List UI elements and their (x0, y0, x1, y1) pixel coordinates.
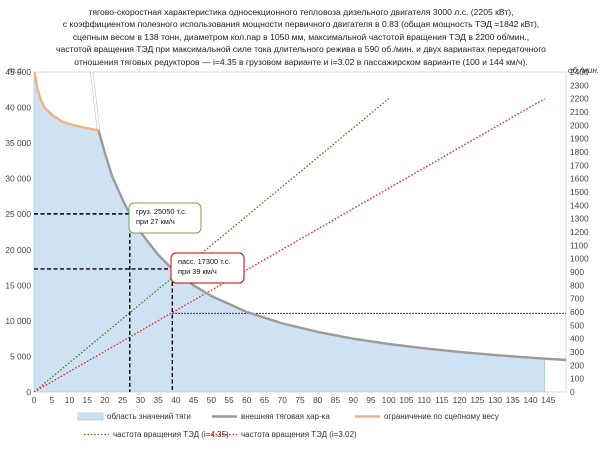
y-right-tick-label: 1100 (570, 240, 588, 250)
y-right-tick-label: 1800 (570, 147, 589, 157)
x-tick-label: 140 (524, 395, 538, 405)
annotation-label: при 39 км/ч (178, 267, 217, 276)
series-adhesion-limit (34, 72, 99, 132)
x-tick-label: 5 (49, 395, 54, 405)
x-tick-label: 130 (488, 395, 502, 405)
y-right-tick-label: 2100 (570, 107, 589, 117)
y-right-axis-label: об./мин. (568, 65, 599, 75)
title-line-5: отношения тяговых редукторов — i=4.35 в … (74, 56, 528, 67)
x-tick-label: 120 (453, 395, 467, 405)
x-tick-label: 50 (207, 395, 217, 405)
x-tick-label: 135 (506, 395, 520, 405)
y-left-tick-label: 20 000 (5, 245, 31, 255)
hyperbola-extension-line (90, 72, 98, 131)
legend-label: область значений тяги (107, 412, 191, 421)
series-rpm-i302 (34, 98, 546, 392)
x-tick-label: 35 (153, 395, 163, 405)
x-tick-label: 105 (399, 395, 413, 405)
series-area-thrust-region (34, 72, 546, 392)
x-tick-label: 30 (136, 395, 146, 405)
legend-label: внешняя тяговая хар-ка (241, 412, 330, 421)
x-tick-label: 100 (382, 395, 396, 405)
y-left-tick-label: 0 (26, 387, 31, 397)
y-left-tick-label: 5 000 (10, 351, 31, 361)
x-tick-label: 125 (470, 395, 484, 405)
x-tick-label: 45 (189, 395, 199, 405)
y-left-tick-label: 15 000 (5, 280, 31, 290)
y-right-tick-label: 300 (570, 347, 584, 357)
x-tick-label: 15 (83, 395, 93, 405)
annotation-label: пасс. 17300 т.с. (178, 257, 231, 266)
y-right-tick-label: 100 (570, 374, 584, 384)
y-right-tick-label: 900 (570, 267, 584, 277)
x-tick-label: 60 (242, 395, 252, 405)
title-line-1: тягово-скоростная характеристика односек… (88, 7, 514, 17)
hyperbola-extension-line (92, 72, 101, 131)
y-right-tick-label: 1400 (570, 200, 589, 210)
y-right-tick-label: 2200 (570, 94, 589, 104)
y-left-tick-label: 30 000 (5, 174, 31, 184)
y-right-tick-label: 200 (570, 360, 584, 370)
x-tick-label: 110 (417, 395, 431, 405)
y-right-tick-label: 1000 (570, 254, 589, 264)
x-tick-label: 0 (32, 395, 37, 405)
y-left-tick-label: 40 000 (5, 103, 31, 113)
chart-title: тягово-скоростная характеристика односек… (18, 6, 584, 68)
y-right-tick-label: 2000 (570, 120, 589, 130)
y-left-axis-label: т.с. (8, 65, 24, 75)
x-tick-label: 10 (65, 395, 75, 405)
y-right-tick-label: 500 (570, 320, 584, 330)
x-tick-label: 20 (100, 395, 110, 405)
y-right-tick-label: 2400 (570, 67, 589, 77)
y-left-tick-label: 45 000 (5, 67, 31, 77)
x-tick-label: 25 (118, 395, 128, 405)
x-tick-label: 145 (541, 395, 555, 405)
x-tick-label: 75 (295, 395, 305, 405)
y-right-tick-label: 1300 (570, 214, 589, 224)
title-line-4: частотой вращения ТЭД при максимальной с… (56, 44, 546, 55)
y-right-tick-label: 2300 (570, 80, 589, 90)
y-right-tick-label: 0 (570, 387, 575, 397)
annotation-box (170, 252, 245, 284)
x-tick-label: 85 (331, 395, 341, 405)
x-tick-label: 90 (349, 395, 359, 405)
y-right-tick-label: 700 (570, 294, 584, 304)
x-tick-label: 95 (366, 395, 376, 405)
y-right-tick-label: 1600 (570, 174, 589, 184)
legend-label: частота вращения ТЭД (i=4.35) (113, 430, 229, 439)
legend-label: ограничение по сцепному весу (384, 412, 499, 421)
legend-label: частота вращения ТЭД (i=3.02) (241, 430, 357, 439)
annotation-label: при 27 км/ч (136, 217, 175, 226)
y-right-tick-label: 1500 (570, 187, 589, 197)
y-left-tick-label: 35 000 (5, 138, 31, 148)
y-right-tick-label: 1900 (570, 134, 589, 144)
x-tick-label: 80 (313, 395, 323, 405)
x-tick-label: 115 (435, 395, 449, 405)
y-left-tick-label: 10 000 (5, 316, 31, 326)
title-line-2: с коэффициентом полезного использования … (62, 19, 540, 30)
x-tick-label: 55 (224, 395, 234, 405)
series-traction-characteristic (97, 129, 566, 362)
x-tick-label: 40 (171, 395, 181, 405)
legend-swatch (77, 412, 104, 421)
y-right-tick-label: 400 (570, 334, 584, 344)
x-tick-label: 70 (278, 395, 288, 405)
y-left-tick-label: 25 000 (5, 209, 31, 219)
y-right-tick-label: 1200 (570, 227, 589, 237)
annotation-box (128, 202, 202, 234)
y-right-tick-label: 1700 (570, 160, 589, 170)
y-right-tick-label: 600 (570, 307, 584, 317)
y-right-tick-label: 800 (570, 280, 584, 290)
title-line-3: сцепным весом в 138 тонн, диаметром кол.… (72, 31, 530, 42)
annotation-label: груз. 25050 т.с. (136, 207, 187, 216)
x-tick-label: 65 (260, 395, 270, 405)
